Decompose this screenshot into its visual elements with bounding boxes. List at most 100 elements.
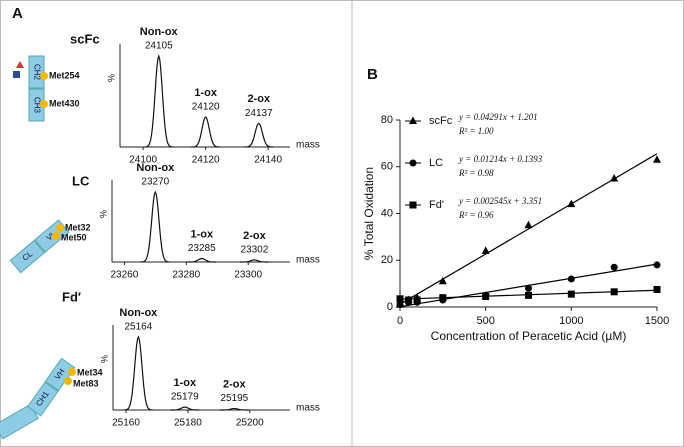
marker	[524, 220, 533, 229]
marker	[525, 291, 532, 299]
peak	[219, 407, 249, 411]
site-label: Met50	[61, 232, 87, 242]
x-tick-label: 0	[397, 315, 403, 327]
peak-mass: 24105	[145, 41, 173, 52]
fit-r2: R² = 0.98	[458, 168, 494, 178]
marker	[438, 276, 447, 285]
marker	[413, 296, 421, 304]
legend-label: LC	[429, 157, 443, 169]
peak-mass: 23270	[141, 177, 169, 188]
legend-label: scFc	[429, 115, 453, 127]
peak-mass: 23285	[188, 243, 216, 254]
peak-name: 1-ox	[190, 228, 214, 240]
marker	[525, 284, 532, 292]
peak	[244, 122, 274, 148]
x-tick-label: 23280	[172, 270, 200, 281]
site-dot	[40, 72, 48, 80]
peak-name: 1-ox	[173, 377, 197, 389]
site-label: Met254	[49, 70, 80, 80]
fd-diagram: VH CH1 Met34 Met83	[0, 357, 103, 440]
x-tick-label: 23260	[110, 270, 138, 281]
peak-name: Non-ox	[136, 162, 175, 174]
site-label: Met430	[49, 98, 80, 108]
marker	[396, 301, 404, 309]
site-dot	[68, 368, 76, 376]
x-axis-label: mass	[296, 255, 320, 266]
marker	[653, 285, 661, 293]
site-dot	[64, 377, 72, 385]
y-tick-label: 40	[381, 207, 393, 219]
peak-mass: 24120	[192, 102, 220, 113]
x-tick-label: 25200	[236, 418, 264, 429]
peak-mass: 24137	[245, 108, 273, 119]
y-axis-label: % Total Oxidation	[362, 167, 376, 260]
x-tick-label: 1000	[559, 315, 583, 327]
site-label: Met34	[77, 367, 103, 377]
site-dot	[56, 224, 64, 232]
peak-name: Non-ox	[119, 307, 158, 319]
peak-mass: 25164	[124, 322, 152, 333]
peak	[123, 335, 153, 411]
x-axis-label: mass	[296, 140, 320, 151]
marker	[610, 173, 619, 182]
peak	[144, 54, 174, 148]
marker	[567, 290, 575, 298]
x-axis-label: mass	[296, 403, 320, 414]
site-dot	[40, 100, 48, 108]
peak-name: Non-ox	[140, 26, 179, 38]
legend-marker	[409, 116, 417, 124]
peak-mass: 25195	[220, 393, 248, 404]
fit-equation: y = 0.002545x + 3.351	[458, 196, 542, 206]
marker	[439, 294, 447, 302]
site-label: Met32	[65, 222, 91, 232]
fit-r2: R² = 0.96	[458, 210, 494, 220]
spectrum-title: scFc	[70, 31, 100, 46]
panel-label: A	[12, 5, 23, 22]
x-tick-label: 500	[476, 315, 494, 327]
legend-marker	[409, 159, 417, 167]
marker	[653, 261, 661, 269]
x-tick-label: 1500	[645, 315, 669, 327]
domain-label: CH3	[32, 97, 41, 114]
x-tick-label: 24100	[129, 155, 157, 166]
x-tick-label: 24120	[192, 155, 220, 166]
site-label: Met83	[73, 378, 99, 388]
marker	[481, 246, 490, 254]
peak-name: 1-ox	[194, 87, 218, 99]
y-tick-label: 0	[387, 301, 393, 313]
peak-name: 2-ox	[243, 230, 267, 242]
scfc-diagram: CH2 CH3 Met254 Met430	[13, 55, 80, 122]
panel-label: B	[367, 66, 378, 83]
y-tick-label: 60	[381, 161, 393, 173]
domain-box	[26, 381, 59, 417]
x-axis-label: Concentration of Peracetic Acid (µM)	[431, 329, 627, 343]
y-axis-label: %	[98, 210, 108, 218]
fit-equation: y = 0.04291x + 1.201	[458, 112, 538, 122]
x-tick-label: 25160	[112, 418, 140, 429]
glycan-square	[13, 71, 20, 78]
y-tick-label: 80	[381, 114, 393, 126]
peak-name: 2-ox	[223, 378, 247, 390]
glycan-triangle	[16, 61, 24, 68]
y-tick-label: 20	[381, 254, 393, 266]
peak	[191, 116, 221, 148]
peak	[187, 257, 217, 263]
domain-label: CH2	[32, 64, 41, 81]
peak-mass: 25179	[171, 392, 199, 403]
marker	[653, 155, 661, 163]
marker	[396, 295, 404, 303]
legend-label: Fd'	[429, 199, 444, 211]
marker	[567, 199, 576, 208]
domain-box	[9, 239, 46, 274]
peak	[170, 406, 200, 411]
y-axis-label: %	[106, 74, 116, 82]
marker	[610, 288, 618, 296]
fit-equation: y = 0.01214x + 0.1393	[458, 154, 543, 164]
marker	[610, 263, 618, 271]
peak-mass: 23302	[240, 245, 268, 256]
spectrum-title: LC	[72, 173, 90, 188]
y-axis-label: %	[99, 355, 109, 363]
peak-name: 2-ox	[247, 93, 271, 105]
